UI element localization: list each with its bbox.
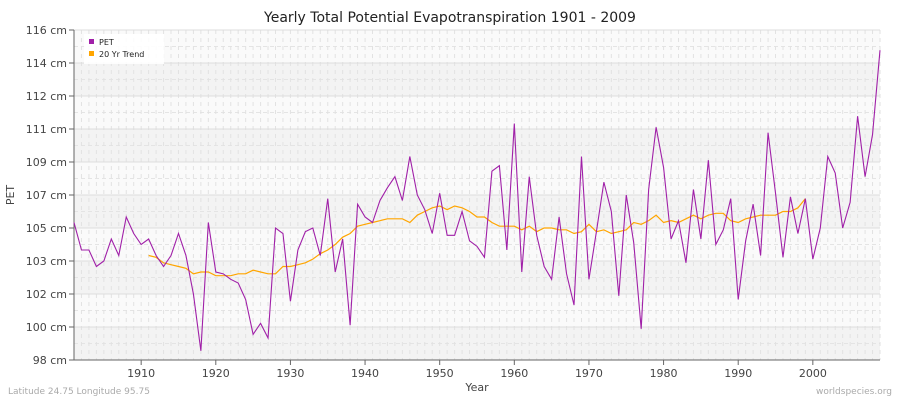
y-tick-label: 100 cm	[26, 321, 67, 334]
x-tick-label: 1980	[650, 367, 678, 380]
y-axis-label: PET	[4, 185, 17, 206]
chart-title: Yearly Total Potential Evapotranspiratio…	[263, 10, 636, 26]
x-tick-label: 1970	[575, 367, 603, 380]
footer-location: Latitude 24.75 Longitude 95.75	[8, 387, 150, 397]
y-tick-label: 98 cm	[33, 354, 67, 367]
legend-swatch-pet	[89, 39, 94, 44]
x-tick-label: 1930	[276, 367, 304, 380]
x-tick-label: 1950	[426, 367, 454, 380]
y-tick-label: 107 cm	[26, 189, 67, 202]
legend: PET 20 Yr Trend	[84, 34, 164, 64]
y-tick-label: 105 cm	[26, 222, 67, 235]
x-tick-label: 1990	[724, 367, 752, 380]
x-tick-label: 2000	[799, 367, 827, 380]
footer-credit: worldspecies.org	[816, 387, 892, 397]
y-tick-label: 102 cm	[26, 288, 67, 301]
y-tick-label: 114 cm	[26, 57, 67, 70]
y-axis: 98 cm 100 cm 102 cm 103 cm 105 cm 107 cm 109 c…	[26, 24, 75, 367]
y-tick-label: 109 cm	[26, 156, 67, 169]
y-tick-label: 103 cm	[26, 255, 67, 268]
pet-line	[73, 50, 881, 351]
x-tick-label: 1920	[202, 367, 230, 380]
y-tick-label: 111 cm	[26, 123, 67, 136]
x-tick-label: 1910	[127, 367, 155, 380]
trend-line	[148, 198, 806, 277]
y-tick-label: 112 cm	[26, 90, 67, 103]
legend-label-trend: 20 Yr Trend	[99, 50, 144, 59]
gridlines	[73, 29, 881, 361]
x-axis: 1910 1920 1930 1940 1950 1960 1970 1980 1990 2000	[74, 359, 880, 380]
legend-swatch-trend	[89, 51, 94, 56]
x-axis-label: Year	[464, 381, 489, 394]
x-tick-label: 1940	[351, 367, 379, 380]
legend-label-pet: PET	[99, 38, 114, 47]
series-lines	[73, 50, 881, 351]
y-tick-label: 116 cm	[26, 24, 67, 37]
x-tick-label: 1960	[500, 367, 528, 380]
